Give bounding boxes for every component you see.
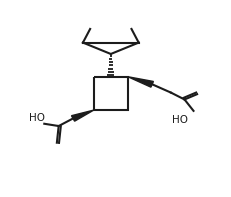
Polygon shape <box>71 110 93 121</box>
Text: HO: HO <box>29 113 45 124</box>
Polygon shape <box>127 77 153 87</box>
Text: HO: HO <box>171 115 187 125</box>
